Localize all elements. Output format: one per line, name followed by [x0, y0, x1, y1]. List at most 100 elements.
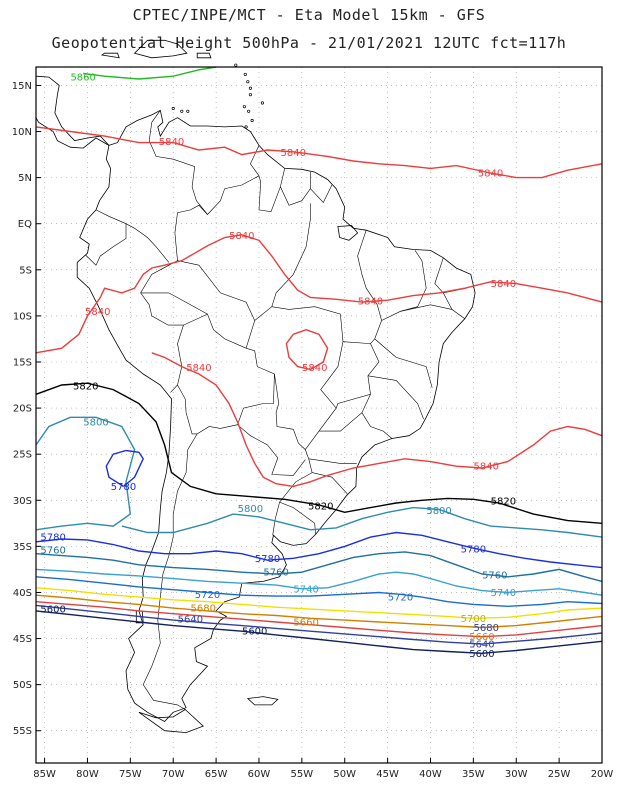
- contour-label: 5740: [491, 588, 516, 599]
- contour-label: 5760: [263, 568, 288, 579]
- border-line: [319, 394, 371, 432]
- border-line: [400, 304, 452, 312]
- contour-label: 5860: [70, 73, 95, 84]
- island: [234, 63, 238, 67]
- lat-tick-label: 10S: [13, 311, 32, 322]
- border-line: [271, 203, 311, 307]
- lat-axis: 15N 10N 5N EQ 5S 10S 15S 20S 25S 30S 35S 40S 45S 50S 5…: [12, 81, 41, 737]
- border-line: [197, 373, 275, 435]
- contour-label: 5700: [461, 614, 486, 625]
- island: [244, 125, 248, 129]
- island: [171, 106, 175, 111]
- lon-tick-label: 55W: [291, 769, 314, 780]
- island: [260, 101, 264, 105]
- border-line: [140, 175, 316, 535]
- contour-5760: [35, 551, 603, 583]
- lat-tick-label: 20S: [13, 404, 32, 415]
- jamaica: [100, 52, 120, 59]
- contour-5860: [83, 66, 217, 80]
- border-line: [374, 338, 433, 388]
- contour-label: 5840: [159, 137, 184, 148]
- lon-tick-label: 50W: [333, 769, 356, 780]
- border-line: [177, 260, 255, 321]
- contour-label: 5640: [469, 640, 494, 651]
- island: [242, 105, 246, 109]
- contour-5700: [35, 587, 603, 620]
- contour-5600: [35, 610, 603, 655]
- lat-tick-label: EQ: [18, 219, 32, 230]
- chart-subtitle: Geopotential Height 500hPa - 21/01/2021 …: [51, 34, 567, 52]
- border-line: [272, 502, 280, 536]
- hispaniola: [133, 39, 188, 59]
- south-america-coast: [76, 109, 476, 722]
- border-line: [142, 433, 198, 710]
- puerto-rico: [196, 52, 212, 59]
- contour-label: 5760: [40, 546, 65, 557]
- contour-label: 5840: [358, 297, 383, 308]
- contour-labels: 5860 5840 5840 5840 5840 5840 5840 5840 5840 5840…: [40, 73, 516, 660]
- island: [246, 80, 250, 84]
- contour-label: 5840: [281, 148, 306, 159]
- border-line: [177, 384, 198, 435]
- lon-tick-label: 45W: [376, 769, 399, 780]
- lat-tick-label: 40S: [13, 588, 32, 599]
- caribbean-coast: [35, 75, 110, 146]
- contour-5680: [35, 594, 603, 629]
- contour-5780: [105, 449, 145, 487]
- contour-label: 5740: [293, 584, 318, 595]
- island: [186, 109, 190, 113]
- border-line: [140, 292, 208, 315]
- border-line: [308, 458, 357, 464]
- border-line: [148, 110, 208, 215]
- island: [250, 118, 254, 123]
- contour-label: 5840: [478, 169, 503, 180]
- island: [248, 93, 252, 97]
- contour-label: 5820: [73, 381, 98, 392]
- central-america-coast: [35, 117, 110, 149]
- falkland-islands: [246, 696, 279, 706]
- contour-label: 5600: [242, 627, 267, 638]
- contour-label: 5780: [255, 554, 280, 565]
- tierra-del-fuego: [138, 709, 204, 734]
- lat-tick-label: 15S: [13, 357, 32, 368]
- contour-label: 5800: [426, 506, 451, 517]
- contour-label: 5720: [388, 593, 413, 604]
- lat-tick-label: 55S: [13, 726, 32, 737]
- contour-label: 5820: [491, 497, 516, 508]
- lon-tick-label: 85W: [33, 769, 56, 780]
- lon-tick-label: 65W: [205, 769, 228, 780]
- lat-tick-label: 50S: [13, 680, 32, 691]
- contour-5840: [35, 234, 603, 354]
- contour-label: 5840: [302, 363, 327, 374]
- contour-5840: [151, 352, 603, 488]
- contour-label: 5840: [229, 231, 254, 242]
- lat-tick-label: 45S: [13, 634, 32, 645]
- lat-tick-label: 35S: [13, 542, 32, 553]
- contour-label: 5600: [469, 649, 494, 660]
- lat-tick-label: 10N: [12, 127, 32, 138]
- lon-tick-label: 40W: [419, 769, 442, 780]
- contour-label: 5760: [482, 570, 507, 581]
- contour-label: 5660: [293, 617, 318, 628]
- map-frame: [35, 66, 603, 764]
- lon-tick-label: 80W: [76, 769, 99, 780]
- lon-axis: 85W 80W 75W 70W 65W 60W 55W 50W 45W 40W 35W 30W 25W 2…: [33, 758, 613, 780]
- island: [247, 109, 251, 113]
- contour-label: 5780: [461, 545, 486, 556]
- border-line: [381, 250, 427, 321]
- lon-tick-label: 35W: [462, 769, 485, 780]
- contour-label: 5840: [474, 462, 499, 473]
- border-line: [237, 424, 306, 476]
- border-line: [312, 472, 348, 495]
- contour-5820: [35, 382, 603, 524]
- contour-label: 5720: [195, 590, 220, 601]
- border-line: [310, 184, 333, 204]
- contour-5660: [35, 601, 603, 638]
- marajo-island: [337, 225, 359, 241]
- contour-5840: [35, 126, 603, 179]
- contour-5740: [35, 568, 603, 596]
- contour-label: 5680: [191, 604, 216, 615]
- chart-title: CPTEC/INPE/MCT - Eta Model 15km - GFS: [132, 6, 486, 24]
- contour-label: 5600: [40, 605, 65, 616]
